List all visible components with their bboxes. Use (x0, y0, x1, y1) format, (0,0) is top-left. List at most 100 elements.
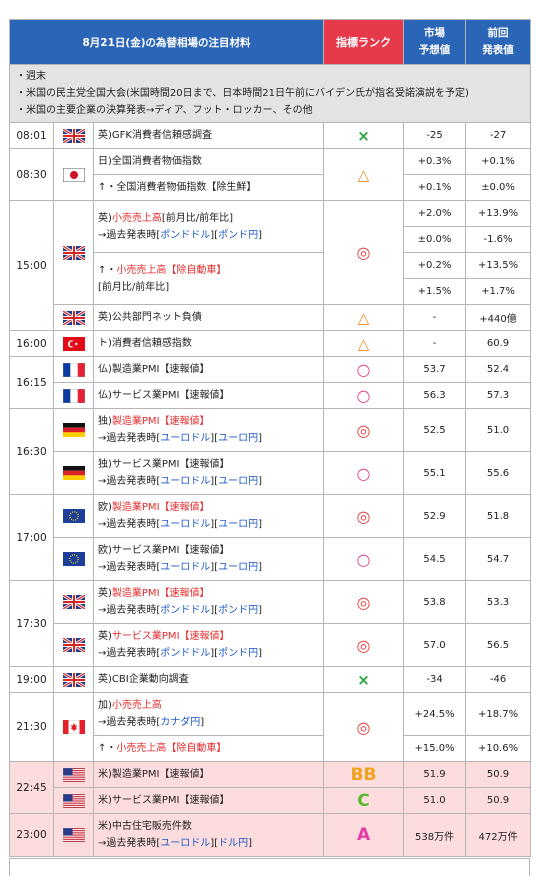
previous-value: -27 (465, 122, 532, 149)
link-gbpjpy[interactable]: ポンド円 (218, 605, 259, 616)
expected-value: 52.9 (403, 494, 467, 538)
link-eurjpy[interactable]: ユーロ円 (218, 519, 259, 530)
expected-value: ±0.0% (403, 226, 467, 253)
link-eurjpy[interactable]: ユーロ円 (218, 433, 259, 444)
france-flag-icon (62, 362, 85, 377)
uk-flag-icon (62, 638, 85, 652)
table-row: 17:00 欧)製造業PMI【速報値】 →過去発表時[ユーロドル][ユーロ円] … (9, 494, 532, 581)
flag-cell (53, 692, 94, 762)
header-row: 8月21日(金)の為替相場の注目材料 指標ランク 市場 予想値 前回 発表値 (8, 19, 532, 65)
time-cell: 21:30 (9, 692, 54, 762)
uk-flag-icon (62, 245, 85, 260)
link-gbpjpy[interactable]: ポンド円 (218, 229, 259, 241)
indicator-name: ↑・全国消費者物価指数【除生鮮】 (92, 174, 325, 201)
table-row: 19:00 英)CBI企業動向調査 × -34 -46 (9, 666, 532, 693)
previous-value: 57.3 (465, 382, 532, 409)
indicator-table-container: 8月21日(金)の為替相場の注目材料 指標ランク 市場 予想値 前回 発表値 ・週末… (8, 19, 532, 857)
table-row: 17:30 英)製造業PMI【速報値】 →過去発表時[ポンドドル][ポンド円] … (9, 580, 532, 667)
notes-cell: ・週末 ・米国の民主党全国大会(米国時間20日まで、日本時間21日午前にバイデン… (8, 64, 532, 123)
expected-value: +0.3% (403, 148, 467, 175)
link-eurjpy[interactable]: ユーロ円 (218, 476, 259, 487)
uk-flag-icon (62, 310, 85, 325)
previous-value: 54.7 (465, 537, 532, 581)
indicator-name: 欧)サービス業PMI【速報値】 →過去発表時[ユーロドル][ユーロ円] (92, 537, 325, 581)
link-gbpusd[interactable]: ポンドドル (160, 648, 211, 659)
link-gbpjpy[interactable]: ポンド円 (218, 648, 259, 659)
rank-mark: ◎ (323, 408, 405, 452)
page-title: 8月21日(金)の為替相場の注目材料 (8, 19, 325, 65)
flag-cell (53, 122, 94, 149)
link-eurusd[interactable]: ユーロドル (160, 838, 211, 849)
time-cell: 17:30 (9, 580, 54, 667)
flag-cell (53, 408, 94, 452)
table-row: 21:30 加)小売売上高 →過去発表時[カナダ円] ◎ +24.5% +18.… (9, 692, 532, 762)
previous-value: 53.3 (465, 580, 532, 624)
link-eurusd[interactable]: ユーロドル (160, 562, 211, 573)
previous-value: +0.1% (465, 148, 532, 175)
indicator-name: 独)製造業PMI【速報値】 →過去発表時[ユーロドル][ユーロ円] (92, 408, 325, 452)
flag-cell (53, 304, 94, 331)
us-flag-icon (62, 828, 85, 842)
rank-mark: ◎ (323, 494, 405, 538)
indicator-name: 日)全国消費者物価指数 (92, 148, 325, 175)
time-cell: 16:00 (9, 330, 54, 357)
indicator-name: 英)公共部門ネット負債 (92, 304, 325, 331)
note-item: ・週末 (16, 71, 46, 82)
link-eurjpy[interactable]: ユーロ円 (218, 562, 259, 573)
previous-header: 前回 発表値 (465, 19, 532, 65)
expected-value: 54.5 (403, 537, 467, 581)
rank-mark: × (323, 122, 405, 149)
canada-flag-icon (62, 720, 85, 734)
rank-mark: BB (323, 761, 405, 788)
time-cell: 08:30 (9, 148, 54, 201)
previous-value: +18.7% (465, 692, 532, 736)
rank-mark: ◎ (323, 623, 405, 667)
rank-header: 指標ランク (323, 19, 405, 65)
flag-cell (53, 451, 94, 495)
flag-cell (53, 580, 94, 624)
time-cell: 16:30 (9, 408, 54, 495)
us-flag-icon (62, 793, 85, 808)
link-eurusd[interactable]: ユーロドル (160, 476, 211, 487)
link-gbpusd[interactable]: ポンドドル (160, 229, 211, 241)
rank-mark: △ (323, 148, 405, 201)
indicator-table: 8月21日(金)の為替相場の注目材料 指標ランク 市場 予想値 前回 発表値 ・週末… (8, 19, 532, 857)
table-row: 16:30 独)製造業PMI【速報値】 →過去発表時[ユーロドル][ユーロ円] … (9, 408, 532, 495)
link-usdjpy[interactable]: ドル円 (218, 838, 249, 849)
previous-value: -46 (465, 666, 532, 693)
indicator-name: 欧)製造業PMI【速報値】 →過去発表時[ユーロドル][ユーロ円] (92, 494, 325, 538)
expected-value: 53.7 (403, 356, 467, 383)
france-flag-icon (62, 388, 85, 403)
table-row: 英)サービス業PMI【速報値】 →過去発表時[ポンドドル][ポンド円] ◎ 57… (10, 623, 532, 667)
previous-value: +13.9% (465, 200, 532, 227)
indicator-name: 仏)サービス業PMI【速報値】 (92, 382, 325, 409)
indicator-name: ト)消費者信頼感指数 (92, 330, 325, 357)
flag-cell (53, 813, 94, 857)
expected-value: -25 (403, 122, 467, 149)
previous-value: ±0.0% (465, 174, 532, 201)
flag-cell (53, 330, 94, 357)
expected-value: - (403, 304, 467, 331)
turkey-flag-icon (62, 336, 85, 351)
previous-value: 51.0 (465, 408, 532, 452)
previous-value: 52.4 (465, 356, 532, 383)
table-row: 英)公共部門ネット負債 △ - +440億 (10, 304, 532, 331)
link-cadjpy[interactable]: カナダ円 (160, 717, 201, 728)
flag-cell (53, 787, 94, 814)
link-gbpusd[interactable]: ポンドドル (160, 605, 211, 616)
expected-value: +15.0% (403, 735, 467, 762)
eu-flag-icon (62, 552, 85, 566)
expected-value: 51.9 (403, 761, 467, 788)
rank-mark: ◎ (323, 580, 405, 624)
link-eurusd[interactable]: ユーロドル (160, 433, 211, 444)
link-eurusd[interactable]: ユーロドル (160, 519, 211, 530)
japan-flag-icon (62, 167, 85, 182)
flag-cell (53, 382, 94, 409)
previous-value: 51.8 (465, 494, 532, 538)
expected-value: 57.0 (403, 623, 467, 667)
table-row: 欧)サービス業PMI【速報値】 →過去発表時[ユーロドル][ユーロ円] ○ 54… (10, 537, 532, 581)
time-cell: 17:00 (9, 494, 54, 581)
germany-flag-icon (62, 466, 85, 480)
flag-cell (53, 761, 94, 788)
flag-cell (53, 666, 94, 693)
